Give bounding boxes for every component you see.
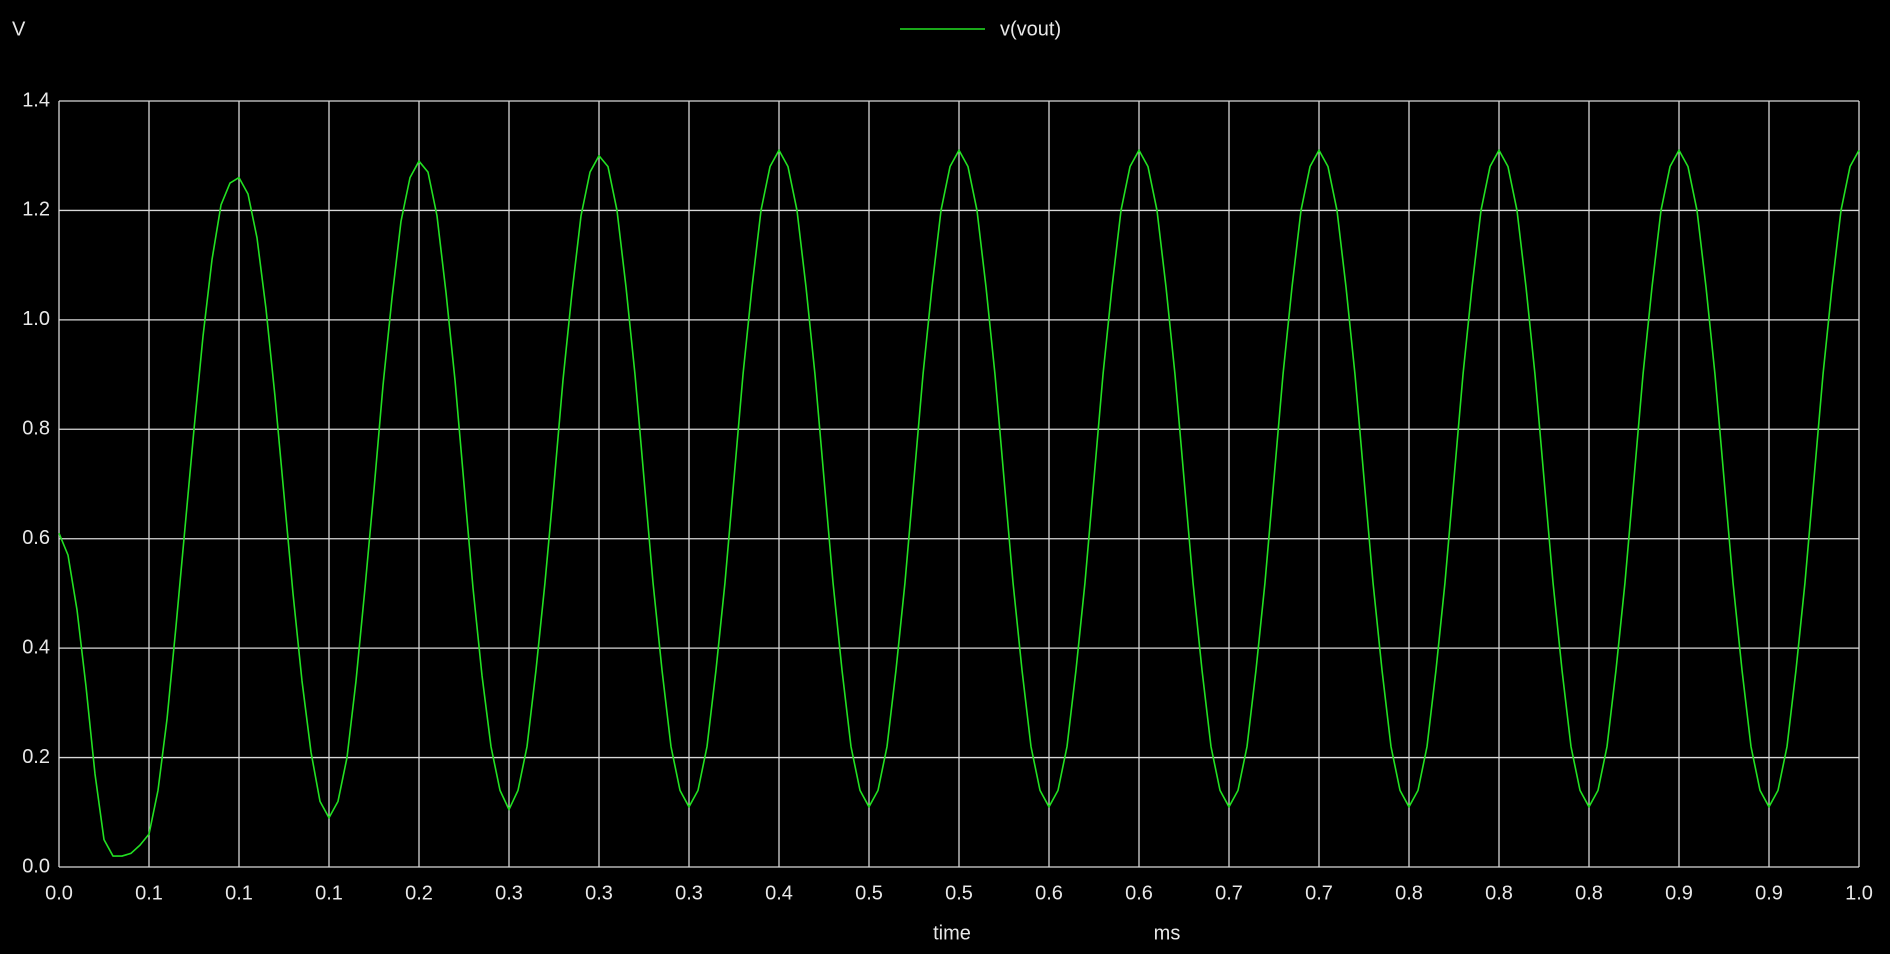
- x-tick-label: 0.7: [1305, 882, 1333, 904]
- x-tick-label: 0.0: [45, 882, 73, 904]
- x-tick-label: 0.5: [855, 882, 883, 904]
- x-tick-label: 0.4: [765, 882, 793, 904]
- x-tick-label: 0.1: [315, 882, 343, 904]
- y-tick-label: 1.0: [22, 308, 50, 330]
- y-tick-label: 1.4: [22, 89, 50, 111]
- y-tick-label: 0.4: [22, 636, 50, 658]
- y-tick-label: 0.8: [22, 418, 50, 440]
- x-tick-label: 0.3: [675, 882, 703, 904]
- y-tick-label: 0.0: [22, 855, 50, 877]
- x-tick-label: 0.7: [1215, 882, 1243, 904]
- x-axis-unit: ms: [1154, 922, 1181, 944]
- y-tick-label: 0.6: [22, 527, 50, 549]
- legend-label: v(vout): [1000, 18, 1061, 40]
- x-tick-label: 0.6: [1125, 882, 1153, 904]
- y-axis-label: V: [12, 18, 26, 40]
- x-tick-label: 0.2: [405, 882, 433, 904]
- data-line: [58, 149, 1860, 857]
- x-tick-label: 0.9: [1755, 882, 1783, 904]
- x-tick-label: 0.3: [495, 882, 523, 904]
- x-tick-label: 0.9: [1665, 882, 1693, 904]
- x-tick-label: 0.8: [1485, 882, 1513, 904]
- x-tick-label: 0.1: [135, 882, 163, 904]
- x-tick-label: 0.1: [225, 882, 253, 904]
- x-axis-label: time: [933, 922, 971, 944]
- x-tick-label: 1.0: [1845, 882, 1873, 904]
- x-tick-label: 0.8: [1575, 882, 1603, 904]
- y-tick-label: 0.2: [22, 746, 50, 768]
- x-tick-label: 0.8: [1395, 882, 1423, 904]
- y-tick-label: 1.2: [22, 199, 50, 221]
- x-tick-label: 0.3: [585, 882, 613, 904]
- x-tick-label: 0.5: [945, 882, 973, 904]
- x-tick-label: 0.6: [1035, 882, 1063, 904]
